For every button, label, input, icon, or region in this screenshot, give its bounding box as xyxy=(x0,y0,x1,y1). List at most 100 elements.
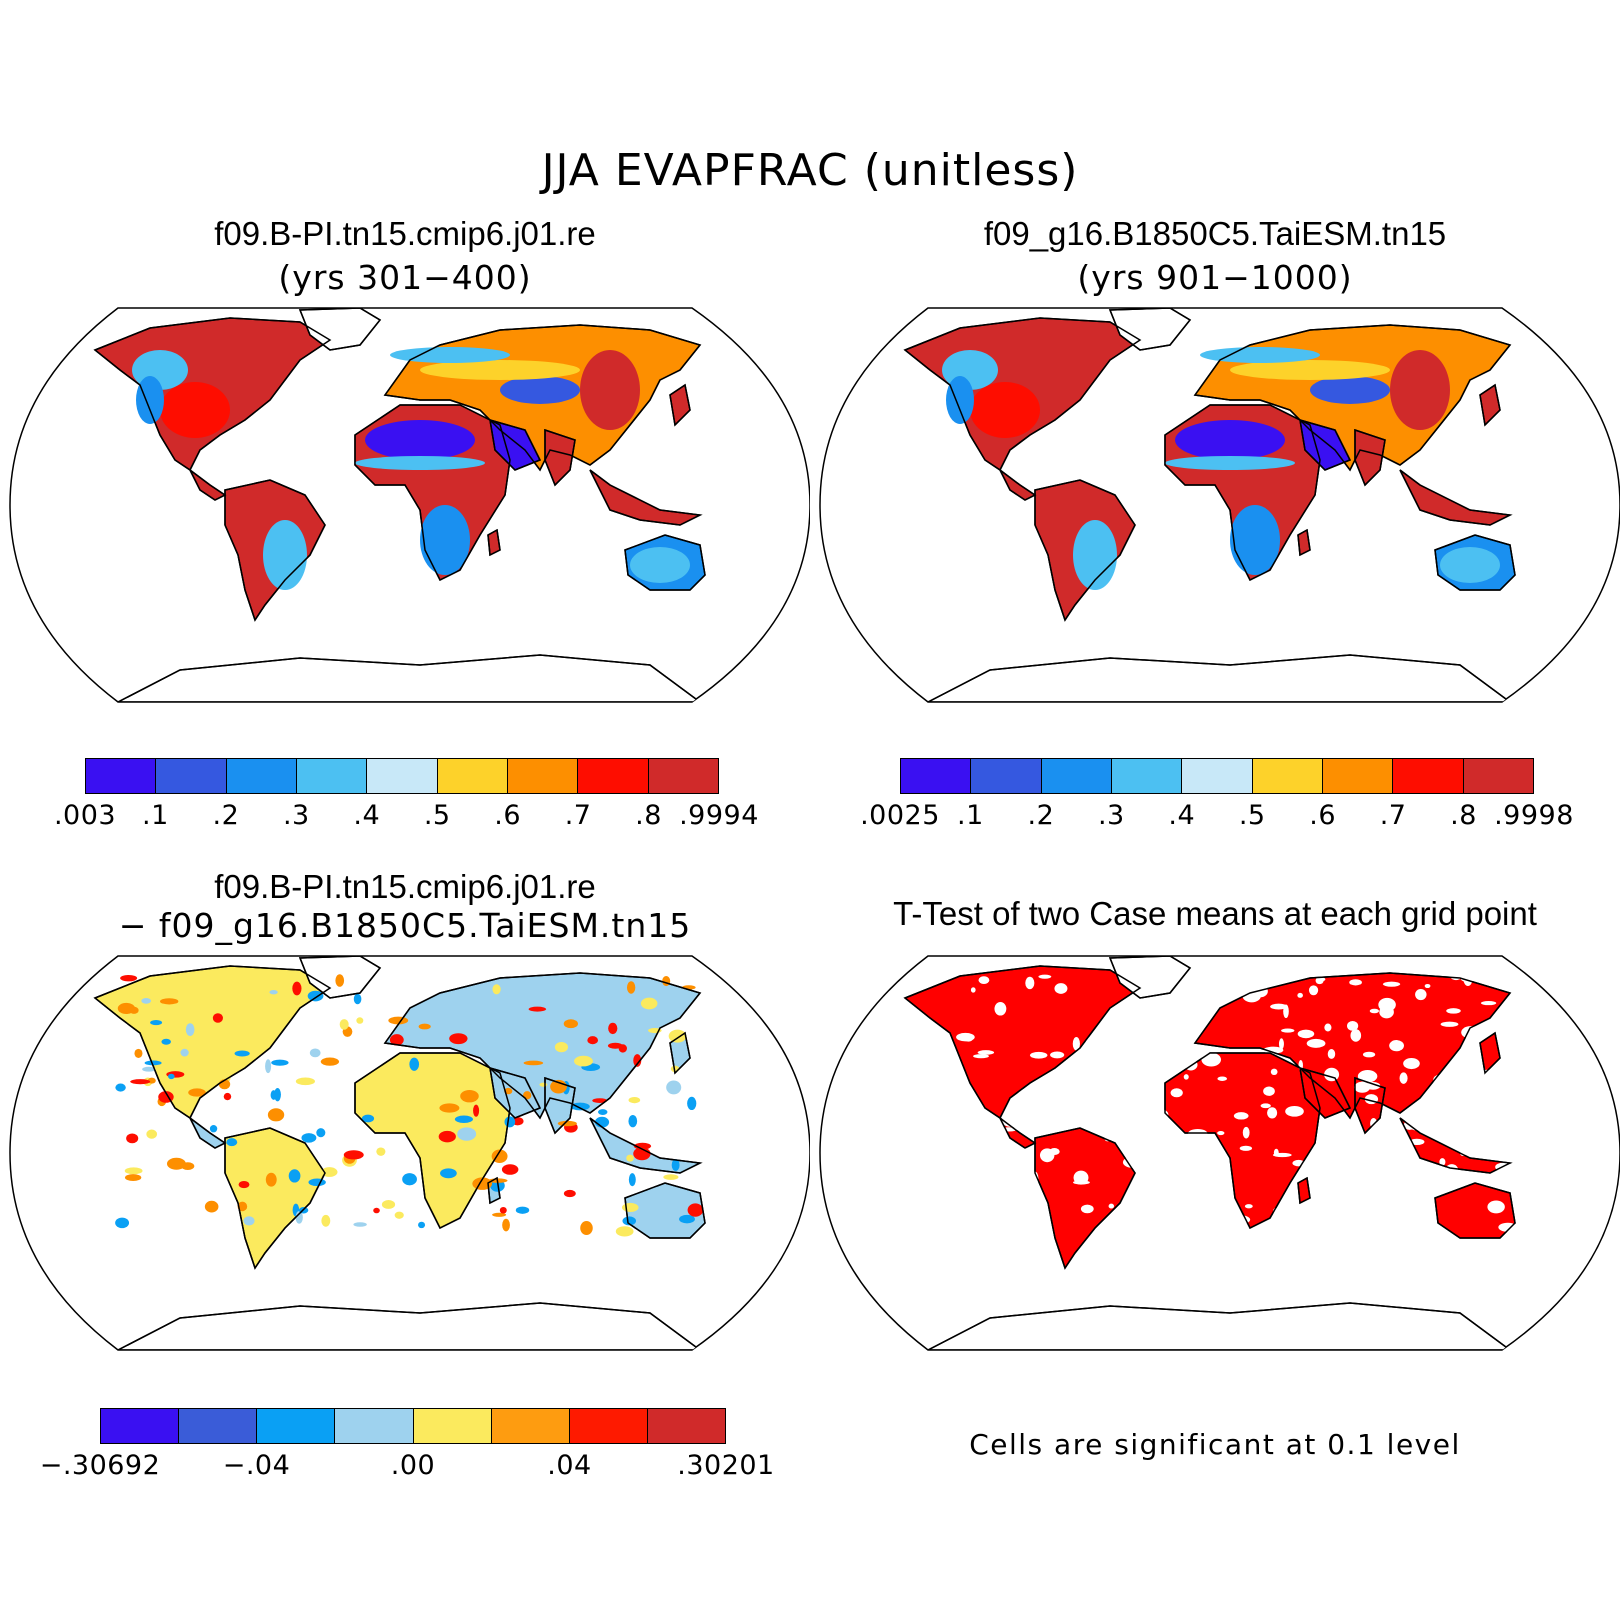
non-significant-cell xyxy=(1060,1071,1069,1080)
diff-title-line1: f09.B-PI.tn15.cmip6.j01.re xyxy=(214,868,596,905)
southern-africa-region xyxy=(420,505,470,575)
difference-patch xyxy=(523,1060,544,1066)
colorbar-swatch xyxy=(101,1409,180,1443)
difference-patch xyxy=(597,1109,608,1115)
colorbar-swatch xyxy=(1322,759,1394,793)
difference-patch xyxy=(438,1130,456,1143)
difference-patch xyxy=(428,1019,445,1033)
coastline-antarctica xyxy=(927,654,1513,702)
colorbar-swatch xyxy=(367,759,438,793)
difference-patch xyxy=(130,1079,151,1085)
non-significant-cell xyxy=(1379,1005,1394,1019)
non-significant-cell xyxy=(1186,1200,1205,1212)
non-significant-cell xyxy=(1263,1046,1284,1054)
difference-patch xyxy=(124,1167,143,1175)
colorbar-case1 xyxy=(85,758,719,794)
difference-patch xyxy=(234,1050,250,1057)
difference-patch xyxy=(271,1059,289,1066)
non-significant-cell xyxy=(1381,1154,1396,1159)
figure-title: JJA EVAPFRAC (unitless) xyxy=(541,145,1079,196)
eurasia-north-band xyxy=(390,347,510,363)
difference-patch xyxy=(307,990,324,1002)
non-significant-cell xyxy=(1108,1203,1115,1209)
difference-patch xyxy=(243,1216,255,1226)
non-significant-cell xyxy=(1001,1114,1021,1127)
difference-patch xyxy=(621,1202,639,1212)
coastline-southAmerica xyxy=(224,479,326,622)
sahel-band xyxy=(1165,456,1295,470)
difference-patch xyxy=(124,1174,142,1182)
difference-patch xyxy=(554,1042,569,1053)
colorbar-swatch xyxy=(491,1409,570,1443)
non-significant-cell xyxy=(1344,1211,1355,1220)
non-significant-cell xyxy=(1389,1040,1404,1052)
colorbar-case1-labels: .003 .1 .2 .3 .4 .5 .6 .7 .8 .9994 xyxy=(54,800,758,836)
non-significant-cell xyxy=(1467,1087,1478,1098)
difference-patch xyxy=(437,1082,457,1090)
difference-patch xyxy=(223,1092,232,1101)
non-significant-cell xyxy=(938,1165,947,1171)
difference-patch xyxy=(515,1206,530,1214)
difference-patch xyxy=(633,1054,642,1067)
colorbar-swatch xyxy=(1111,759,1183,793)
difference-patch xyxy=(622,1216,637,1226)
non-significant-cell xyxy=(1151,977,1165,990)
western-us-region xyxy=(136,376,164,424)
colorbar-swatch xyxy=(648,759,718,793)
difference-patch xyxy=(226,1138,238,1147)
difference-patch xyxy=(687,1096,697,1110)
colorbar-tick-label: .9994 xyxy=(679,800,759,831)
difference-patch xyxy=(409,1057,420,1071)
non-significant-cell xyxy=(1463,972,1473,987)
case2-title: f09_g16.B1850C5.TaiESM.tn15 xyxy=(983,215,1447,252)
coastline-centralAmerica xyxy=(999,1117,1037,1149)
non-significant-cell xyxy=(1049,1148,1060,1155)
non-significant-cell xyxy=(1165,1166,1171,1176)
difference-patch xyxy=(454,1115,473,1123)
non-significant-cell xyxy=(1106,1237,1115,1245)
difference-patch xyxy=(204,1200,219,1213)
non-significant-cell xyxy=(1095,1031,1112,1046)
case1-years: (yrs 301−400) xyxy=(278,258,532,297)
map-case1 xyxy=(9,307,810,703)
coastline-japan xyxy=(669,1031,691,1075)
non-significant-cell xyxy=(1016,1101,1029,1107)
sahara-region xyxy=(365,420,475,460)
difference-patch xyxy=(491,1149,508,1163)
colorbar-swatch xyxy=(179,1409,258,1443)
coastline-madagascar xyxy=(1297,528,1311,557)
continents-case1 xyxy=(93,308,706,702)
difference-patch xyxy=(640,997,658,1010)
difference-patch xyxy=(209,1125,218,1133)
difference-patch xyxy=(563,1189,576,1198)
australia-interior xyxy=(630,547,690,583)
colorbar-tick-label: .6 xyxy=(1309,800,1337,831)
coastline-seAsia xyxy=(589,1117,703,1174)
difference-patch xyxy=(134,1048,143,1058)
east-asia-wet xyxy=(1390,350,1450,430)
non-significant-cell xyxy=(1378,1213,1393,1221)
non-significant-cell xyxy=(1327,1049,1336,1059)
non-significant-cell xyxy=(1162,1210,1174,1222)
coastline-india xyxy=(544,1076,576,1135)
non-significant-cell xyxy=(1364,1198,1372,1208)
coastline-northAmerica xyxy=(903,317,1142,472)
non-significant-cell xyxy=(1324,1144,1341,1154)
non-significant-cell xyxy=(1242,989,1261,1003)
coastline-centralAmerica xyxy=(999,469,1037,501)
non-significant-cell xyxy=(1209,990,1217,996)
colorbar-difference-labels: −.30692 −.04 .00 .04 .30201 xyxy=(40,1450,775,1486)
colorbar-tick-label: .1 xyxy=(142,800,169,831)
non-significant-cell xyxy=(1498,1032,1505,1044)
difference-patch xyxy=(457,1127,477,1141)
coastline-arabia xyxy=(1299,418,1352,471)
colorbar-tick-label: .3 xyxy=(282,800,310,831)
non-significant-cell xyxy=(994,1002,1007,1016)
non-significant-cell xyxy=(1349,979,1362,986)
difference-patch xyxy=(662,975,671,987)
difference-patch xyxy=(473,1104,480,1117)
continents-case2 xyxy=(903,308,1516,702)
non-significant-cell xyxy=(1490,1149,1506,1159)
non-significant-cell xyxy=(1330,1232,1342,1240)
significance-note: Cells are significant at 0.1 level xyxy=(969,1428,1461,1461)
